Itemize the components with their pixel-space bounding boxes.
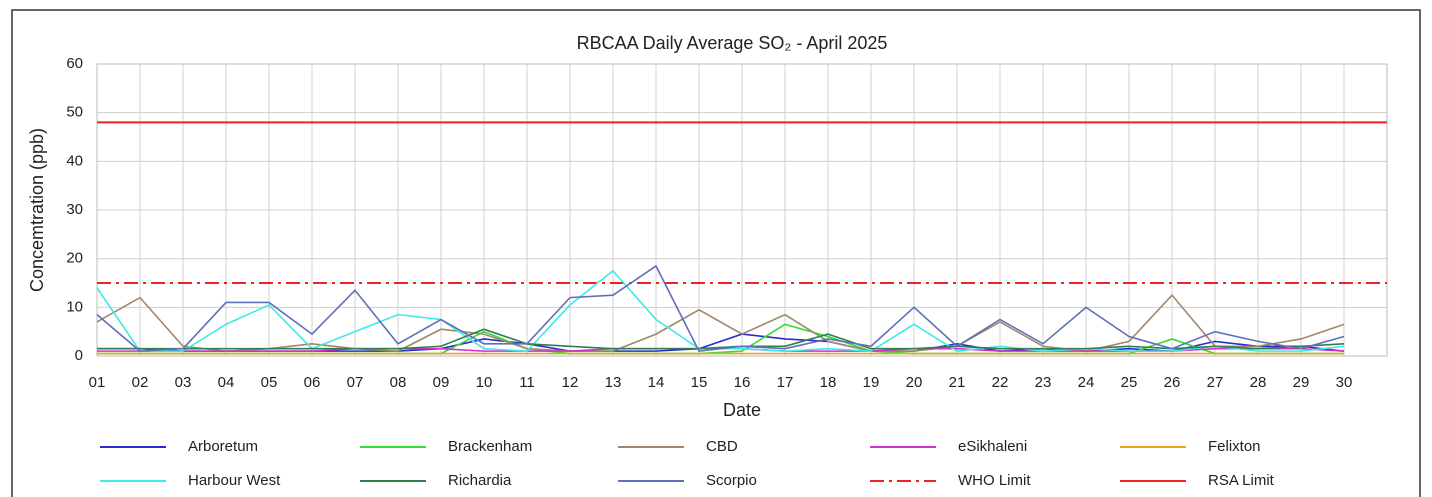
x-tick-label: 21 [949, 374, 966, 391]
x-tick-label: 05 [261, 374, 278, 391]
x-tick-label: 11 [519, 374, 535, 391]
y-tick-label: 30 [66, 201, 83, 218]
x-tick-label: 12 [562, 374, 579, 391]
x-tick-label: 24 [1078, 374, 1095, 391]
x-tick-label: 29 [1293, 374, 1310, 391]
x-axis-label: Date [723, 400, 761, 420]
legend-label: CBD [706, 438, 738, 455]
legend-label: Felixton [1208, 438, 1261, 455]
x-tick-label: 19 [863, 374, 880, 391]
x-tick-label: 26 [1164, 374, 1181, 391]
x-tick-label: 17 [777, 374, 794, 391]
plot-frame [96, 63, 1388, 357]
legend-label: RSA Limit [1208, 472, 1275, 489]
x-tick-label: 22 [992, 374, 1009, 391]
y-axis-label: Concemtration (ppb) [27, 128, 47, 292]
series-line [96, 293, 1345, 352]
legend-label: Brackenham [448, 438, 532, 455]
series-line [97, 328, 1345, 350]
x-tick-label: 28 [1250, 374, 1267, 391]
y-tick-label: 10 [66, 298, 83, 315]
x-tick-label: 27 [1207, 374, 1224, 391]
legend-label: Harbour West [188, 472, 281, 489]
x-tick-label: 13 [605, 374, 622, 391]
x-tick-label: 01 [89, 374, 106, 391]
x-tick-label: 23 [1035, 374, 1052, 391]
y-tick-label: 40 [66, 152, 83, 169]
legend-label: Scorpio [706, 472, 757, 489]
x-tick-label: 04 [218, 374, 235, 391]
x-tick-label: 07 [347, 374, 364, 391]
x-tick-label: 10 [476, 374, 493, 391]
x-tick-label: 06 [304, 374, 321, 391]
chart-title: RBCAA Daily Average SO₂ - April 2025 [577, 33, 888, 53]
legend-label: Arboretum [188, 438, 258, 455]
series-line [96, 264, 1345, 352]
legend-label: eSikhaleni [958, 438, 1027, 455]
x-tick-label: 25 [1121, 374, 1138, 391]
legend-label: Richardia [448, 472, 512, 489]
x-tick-label: 03 [175, 374, 192, 391]
x-tick-label: 08 [390, 374, 407, 391]
y-tick-label: 20 [66, 250, 83, 267]
x-tick-label: 09 [433, 374, 450, 391]
chart-frame [11, 9, 1421, 497]
y-tick-label: 50 [66, 104, 83, 121]
legend-label: WHO Limit [958, 472, 1031, 489]
y-tick-label: 60 [66, 55, 83, 72]
y-tick-label: 0 [75, 347, 83, 364]
x-tick-label: 14 [648, 374, 665, 391]
x-tick-label: 15 [691, 374, 708, 391]
x-tick-label: 16 [734, 374, 751, 391]
x-tick-label: 18 [820, 374, 837, 391]
x-tick-label: 02 [132, 374, 149, 391]
x-tick-label: 20 [906, 374, 923, 391]
x-tick-label: 30 [1336, 374, 1353, 391]
